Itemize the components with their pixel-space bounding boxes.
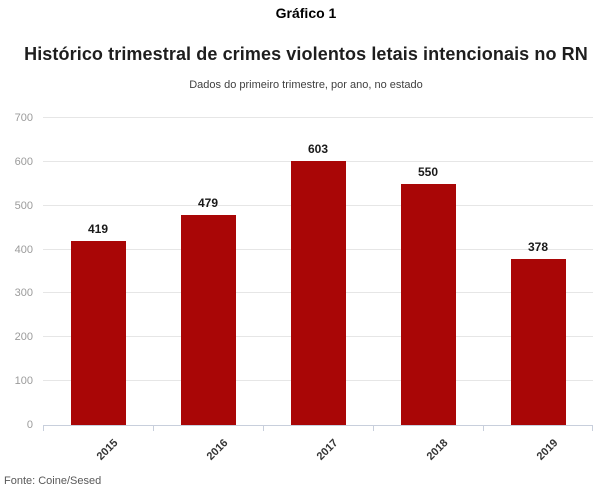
gridline [43, 117, 593, 118]
bar [290, 160, 346, 425]
x-axis-category-label: 2017 [314, 437, 341, 463]
bar-value-label: 378 [527, 240, 549, 255]
bar-value-label: 603 [307, 141, 329, 156]
y-axis-tick-label: 300 [14, 287, 33, 300]
x-axis-tick [263, 425, 264, 431]
source-note: Fonte: Coine/Sesed [4, 475, 102, 487]
y-axis-tick-label: 200 [14, 331, 33, 344]
chart-title: Histórico trimestral de crimes violentos… [24, 44, 588, 64]
x-axis-line [43, 425, 593, 426]
y-axis-tick-label: 500 [14, 199, 33, 212]
bar-value-label: 479 [197, 195, 219, 210]
y-axis-tick-label: 0 [26, 419, 33, 431]
x-axis-tick [592, 425, 593, 431]
x-axis-tick [43, 425, 44, 431]
x-axis-tick [483, 425, 484, 431]
plot-area: 0 100 200 300 400 500 600 700 419 2015 479 2016 603 2… [15, 112, 593, 463]
chart-subtitle: Dados do primeiro trimestre, por ano, no… [189, 79, 423, 91]
y-axis-tick-label: 100 [14, 375, 33, 388]
bar-value-label: 550 [417, 164, 439, 179]
x-axis-tick [373, 425, 374, 431]
bar [510, 259, 566, 425]
x-axis-category-label: 2019 [534, 437, 561, 463]
y-axis-tick-label: 400 [14, 243, 33, 256]
bar [400, 183, 456, 425]
x-axis-category-label: 2016 [204, 437, 231, 463]
x-axis-category-label: 2018 [424, 437, 451, 463]
bar-value-label: 419 [87, 222, 109, 237]
figure-kicker: Gráfico 1 [275, 5, 337, 21]
bar [70, 241, 126, 425]
x-axis-tick [153, 425, 154, 431]
y-axis-tick-label: 700 [14, 112, 33, 124]
y-axis-tick-label: 600 [14, 155, 33, 168]
bar [180, 214, 236, 425]
